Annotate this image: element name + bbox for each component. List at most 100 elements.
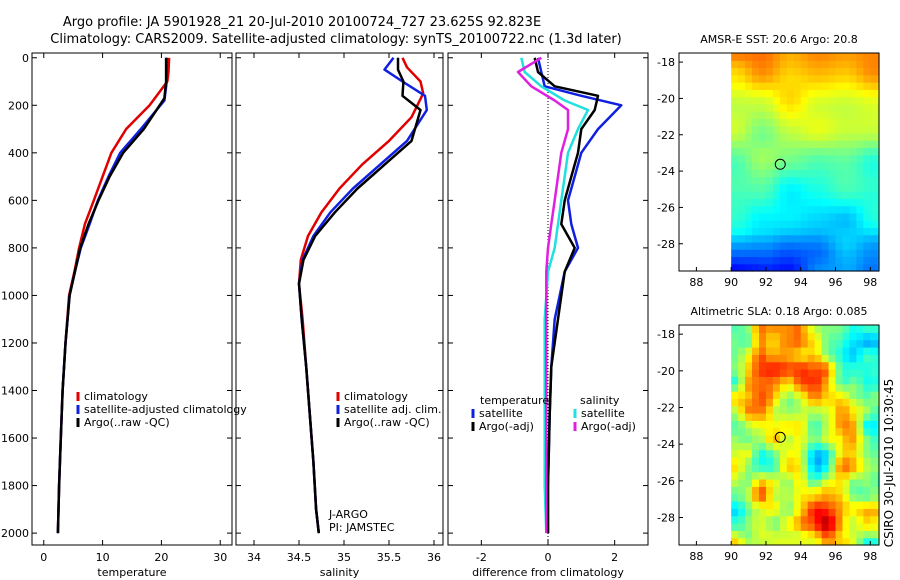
map-cell <box>835 457 844 465</box>
x-tick-label: 2 <box>611 551 618 564</box>
map-cell <box>877 332 880 341</box>
map-cell <box>779 198 788 207</box>
map-cell <box>835 347 844 355</box>
map-cell <box>759 249 767 258</box>
map-cell <box>745 325 753 333</box>
map-cell <box>828 183 837 192</box>
map-cell <box>807 256 816 265</box>
map-cell <box>793 325 802 333</box>
map-cell <box>870 339 878 348</box>
map-cell <box>772 449 781 458</box>
map-cell <box>800 413 809 421</box>
map-cell <box>800 457 809 465</box>
map-cell <box>772 369 781 377</box>
map-cell <box>765 471 774 480</box>
map-cell <box>752 369 760 377</box>
map-cell <box>814 111 823 119</box>
map-cell <box>821 442 830 451</box>
map-cell <box>849 256 857 265</box>
map-cell <box>772 383 781 392</box>
map-cell <box>752 89 760 98</box>
map-cell <box>835 354 844 363</box>
map-cell <box>793 103 802 112</box>
map-cell <box>863 398 871 407</box>
map-cell <box>842 198 851 207</box>
map-cell <box>856 339 864 348</box>
map-cell <box>786 191 795 199</box>
x-tick-label: 34 <box>247 551 261 564</box>
map-cell <box>856 125 864 134</box>
map-cell <box>828 347 837 355</box>
legend-title-temperature: temperature <box>480 394 549 407</box>
map-cell <box>765 111 774 119</box>
map-cell <box>807 376 816 385</box>
map-cell <box>786 523 795 531</box>
map-cell <box>765 530 774 539</box>
map-cell <box>835 369 844 377</box>
map-cell <box>786 332 795 341</box>
map-cell <box>821 241 830 250</box>
map-cell <box>731 339 739 348</box>
annotation-line-1: J-ARGO <box>328 508 368 521</box>
map-cell <box>856 140 864 149</box>
map-cell <box>863 162 871 170</box>
map-cell <box>731 249 739 258</box>
profile-panel-temperature: 0 10 20 30 0 200 400 600 800 1000 1200 1400 1600 1800… <box>1 52 247 579</box>
map-cell <box>800 96 809 105</box>
map-cell <box>731 67 739 76</box>
map-cell <box>793 227 802 236</box>
map-cell <box>863 442 871 451</box>
map-cell <box>738 413 746 421</box>
map-cell <box>793 486 802 495</box>
map-cell <box>835 67 844 76</box>
map-cell <box>877 132 880 141</box>
map-cell <box>786 471 795 480</box>
map-cell <box>731 169 739 178</box>
map-cell <box>786 435 795 443</box>
map-cell <box>800 176 809 185</box>
map-cell <box>800 162 809 170</box>
map-cell <box>814 339 823 348</box>
map-cell <box>807 523 816 531</box>
map-cell <box>828 501 837 509</box>
map-cell <box>828 162 837 170</box>
map-cell <box>793 361 802 370</box>
x-tick-label: 98 <box>863 550 877 563</box>
map-cell <box>793 530 802 539</box>
map-cell <box>800 256 809 265</box>
map-cell <box>814 103 823 112</box>
map-cell <box>772 176 781 185</box>
map-cell <box>842 486 851 495</box>
legend-label: Argo(-adj) <box>479 420 534 433</box>
map-cell <box>793 140 802 149</box>
map-cell <box>870 154 878 163</box>
map-cell <box>752 162 760 170</box>
map-cell <box>863 60 871 69</box>
map-cell <box>842 169 851 178</box>
map-cell <box>765 537 774 546</box>
map-cell <box>752 530 760 539</box>
map-cell <box>738 339 746 348</box>
map-cell <box>821 435 830 443</box>
map-cell <box>828 227 837 236</box>
map-cell <box>772 435 781 443</box>
map-cell <box>828 140 837 149</box>
map-cell <box>765 176 774 185</box>
map-cell <box>856 249 864 258</box>
map-cell <box>842 501 851 509</box>
map-cell <box>738 501 746 509</box>
map-cell <box>821 405 830 414</box>
map-cell <box>814 325 823 333</box>
map-cell <box>759 347 767 355</box>
map-cell <box>772 132 781 141</box>
map-cell <box>745 413 753 421</box>
map-cell <box>779 449 788 458</box>
map-cell <box>835 74 844 83</box>
map-cell <box>738 220 746 228</box>
map-cell <box>835 118 844 127</box>
map-cell <box>835 191 844 199</box>
map-cell <box>800 501 809 509</box>
map-cell <box>814 530 823 539</box>
map-cell <box>779 405 788 414</box>
map-cell <box>745 471 753 480</box>
